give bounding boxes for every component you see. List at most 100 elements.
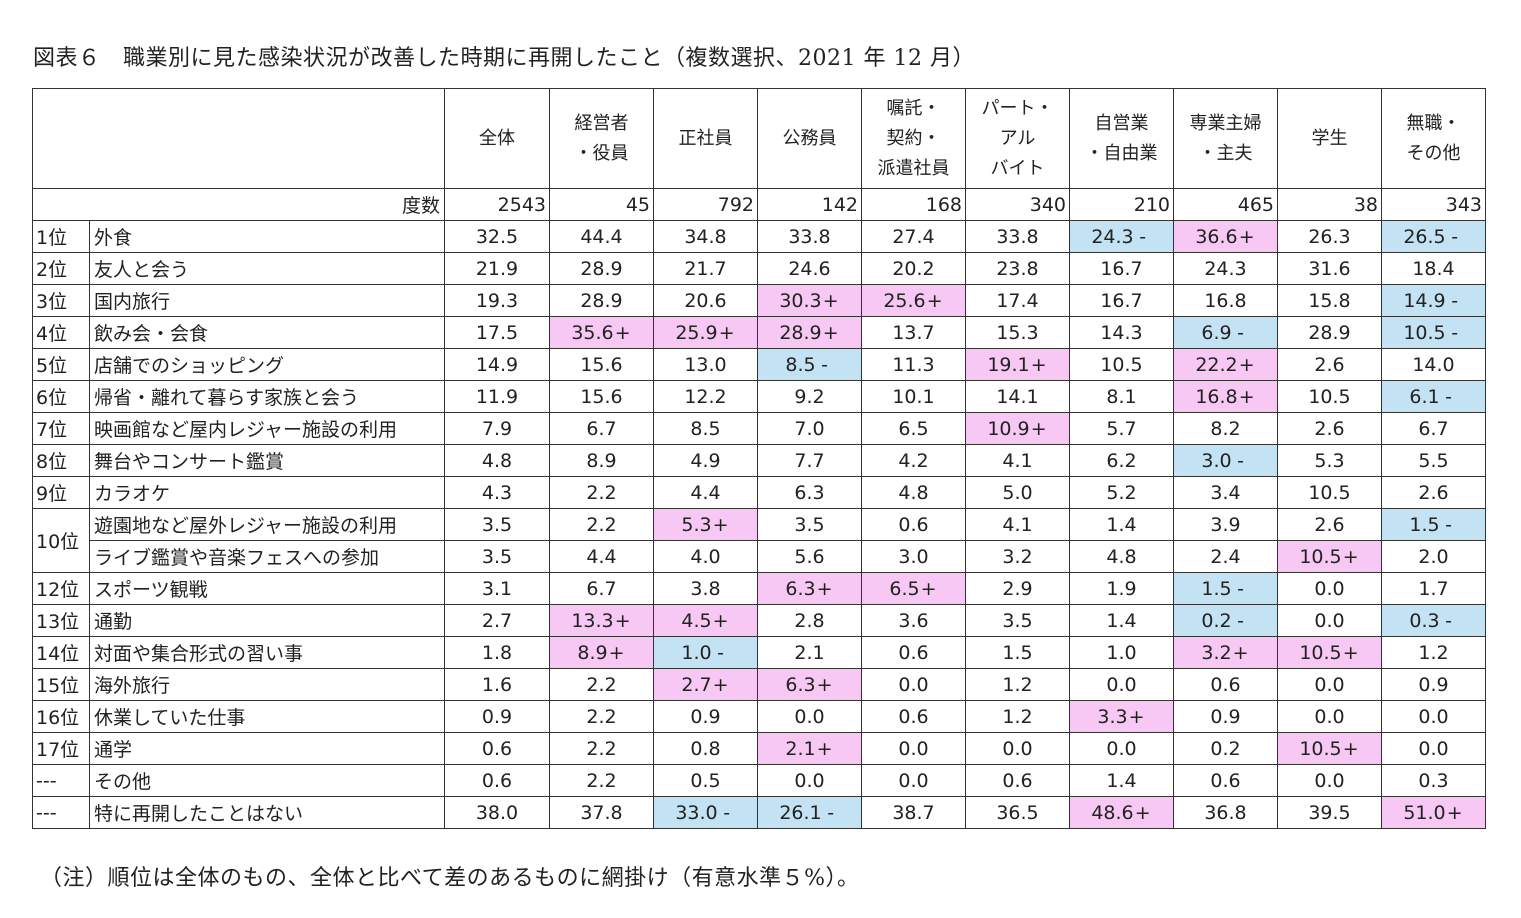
column-header-line: 自営業 — [1094, 112, 1149, 134]
column-header-line: パート・ — [981, 97, 1054, 119]
value-text: 2.2 — [586, 513, 617, 536]
value-cell: 3.5 — [444, 540, 550, 573]
value-text: 5.2 — [1106, 481, 1137, 504]
value-text: 2.4 — [1210, 545, 1241, 568]
value-cell: 3.9 — [1173, 508, 1278, 541]
value-text: 1.2 — [1002, 705, 1033, 728]
value-cell: 32.5 — [444, 220, 550, 253]
rank-cell: 5位 — [32, 348, 90, 381]
value-cell: 3.1 — [444, 572, 550, 605]
header-row: 全体 経営者 ・役員 正社員 公務員 嘱託・ 契約・ 派遣社員 パート・ アル バイト 自営業 ・自由業… — [32, 88, 1486, 189]
value-cell: 8.1 — [1069, 380, 1174, 413]
value-text: 15.6 — [580, 385, 623, 408]
value-cell: 7.7 — [757, 444, 862, 477]
value-text: 18.4 — [1412, 257, 1455, 280]
value-text: 13.3 — [571, 609, 614, 632]
significant-higher-mark: + — [1030, 353, 1047, 376]
value-cell: 2.0 — [1381, 540, 1486, 573]
value-cell: 7.9 — [444, 412, 550, 445]
value-cell: 4.4 — [653, 476, 758, 509]
value-text: 6.1 — [1409, 385, 1440, 408]
value-text: 17.4 — [996, 289, 1039, 312]
table-row: 9位 カラオケ 4.3 2.2 4.4 6.3 4.8 5.0 5.2 3.4 10.5 2.6 — [32, 476, 1486, 509]
value-cell: 10.5- — [1381, 316, 1486, 349]
value-text: 38.0 — [475, 801, 519, 824]
significant-higher-mark: + — [1128, 705, 1145, 728]
significant-higher-mark: + — [614, 609, 631, 632]
value-text: 1.6 — [481, 673, 513, 696]
value-cell: 0.9 — [653, 700, 758, 733]
significant-higher-mark: + — [816, 737, 833, 760]
value-cell: 6.1- — [1381, 380, 1486, 413]
value-cell: 15.3 — [965, 316, 1070, 349]
count-cell: 168 — [861, 188, 966, 221]
column-header: 自営業 ・自由業 — [1069, 88, 1174, 189]
value-text: 32.5 — [475, 225, 519, 248]
rank-cell: 14位 — [32, 636, 90, 669]
value-text: 2.6 — [1314, 353, 1345, 376]
table-row: --- 特に再開したことはない 38.0 37.8 33.0-26.1-38.7 36.5… — [32, 796, 1486, 829]
footnote: （注）順位は全体のもの、全体と比べて差のあるものに網掛け（有意水準５%）。 — [40, 866, 860, 891]
value-cell: 10.5 — [1277, 380, 1382, 413]
column-header: 嘱託・ 契約・ 派遣社員 — [861, 88, 966, 189]
significant-higher-mark: + — [718, 321, 735, 344]
value-text: 0.0 — [1314, 769, 1345, 792]
value-cell: 3.5 — [757, 508, 862, 541]
value-cell: 6.2 — [1069, 444, 1174, 477]
value-text: 4.1 — [1002, 449, 1033, 472]
table-row: 8位 舞台やコンサート鑑賞 4.8 8.9 4.9 7.7 4.2 4.1 6.2 3.0- 5.3… — [32, 444, 1486, 477]
value-cell: 5.5 — [1381, 444, 1486, 477]
rank-cell: 7位 — [32, 412, 90, 445]
value-text: 1.0 — [681, 641, 712, 664]
value-text: 7.7 — [794, 449, 825, 472]
column-header-line: 無職・ — [1406, 112, 1461, 134]
value-text: 4.8 — [1106, 545, 1137, 568]
value-cell: 22.2+ — [1173, 348, 1278, 381]
value-cell: 33.8 — [757, 220, 862, 253]
table-row: 2位 友人と会う 21.9 28.9 21.7 24.6 20.2 23.8 16.7 24.3 3… — [32, 252, 1486, 285]
value-cell: 31.6 — [1277, 252, 1382, 285]
value-text: 4.2 — [898, 449, 929, 472]
value-text: 0.5 — [690, 769, 721, 792]
value-text: 3.2 — [1201, 641, 1232, 664]
value-text: 0.2 — [1201, 609, 1232, 632]
rank-cell: --- — [32, 796, 90, 829]
value-text: 37.8 — [580, 801, 623, 824]
value-cell: 21.9 — [444, 252, 550, 285]
value-text: 6.9 — [1201, 321, 1232, 344]
value-cell: 6.7 — [549, 412, 654, 445]
value-text: 10.5 — [1100, 353, 1143, 376]
value-cell: 0.9 — [1381, 668, 1486, 701]
value-text: 4.8 — [481, 449, 513, 472]
value-cell: 0.0 — [1381, 700, 1486, 733]
value-cell: 24.3- — [1069, 220, 1174, 253]
rank-cell: 6位 — [32, 380, 90, 413]
value-cell: 26.1- — [757, 796, 862, 829]
significant-lower-mark: - — [1237, 609, 1245, 632]
value-cell: 4.8 — [1069, 540, 1174, 573]
value-text: 28.9 — [580, 289, 623, 312]
value-cell: 0.6 — [861, 700, 966, 733]
value-cell: 0.9 — [444, 700, 550, 733]
value-text: 6.3 — [794, 481, 825, 504]
value-text: 4.3 — [481, 481, 513, 504]
column-header: 公務員 — [757, 88, 862, 189]
value-text: 0.0 — [898, 769, 929, 792]
value-text: 0.3 — [1409, 609, 1440, 632]
significant-lower-mark: - — [723, 801, 731, 824]
value-cell: 28.9 — [549, 252, 654, 285]
significant-lower-mark: - — [1445, 513, 1453, 536]
table-row: 5位 店舗でのショッピング 14.9 15.6 13.0 8.5-11.3 19.1+ 10.… — [32, 348, 1486, 381]
value-text: 0.0 — [1418, 705, 1449, 728]
count-cell: 45 — [549, 188, 654, 221]
value-cell: 2.6 — [1277, 348, 1382, 381]
value-cell: 51.0+ — [1381, 796, 1486, 829]
value-cell: 10.9+ — [965, 412, 1070, 445]
value-text: 24.3 — [1204, 257, 1247, 280]
value-cell: 1.2 — [965, 668, 1070, 701]
value-cell: 6.5 — [861, 412, 966, 445]
value-text: 3.8 — [690, 577, 721, 600]
value-cell: 2.1+ — [757, 732, 862, 765]
significant-higher-mark: + — [1134, 801, 1151, 824]
value-text: 0.9 — [690, 705, 721, 728]
